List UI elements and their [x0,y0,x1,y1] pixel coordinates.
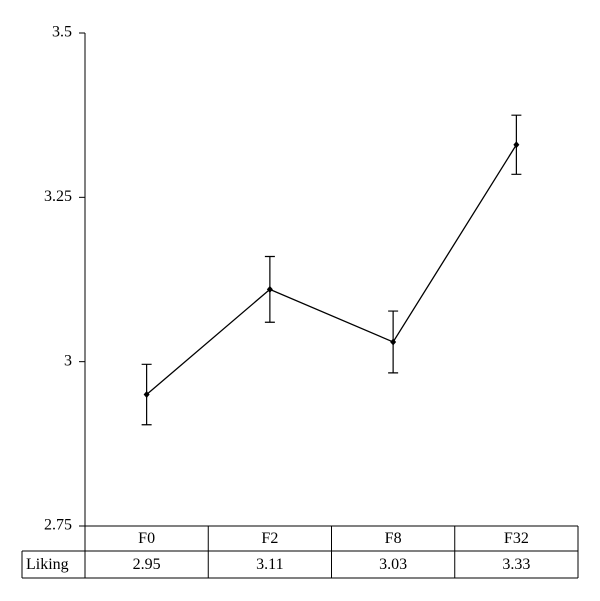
marker [143,391,150,399]
table-value: 3.33 [502,556,530,573]
table-value: 3.03 [379,556,407,573]
y-tick-label: 3.25 [44,188,72,205]
table-value: 2.95 [133,556,161,573]
y-tick-label: 2.75 [44,517,72,534]
x-tick-label: F8 [385,530,402,547]
y-tick-label: 3 [64,352,72,369]
x-tick-label: F2 [261,530,278,547]
x-tick-label: F32 [504,530,529,547]
line [146,144,517,396]
marker [513,141,520,149]
marker [266,285,273,293]
x-tick-label: F0 [138,530,155,547]
y-tick-label: 3.5 [52,24,72,41]
marker [390,338,397,346]
legend-label: Liking [26,556,69,573]
table-value: 3.11 [256,556,283,573]
